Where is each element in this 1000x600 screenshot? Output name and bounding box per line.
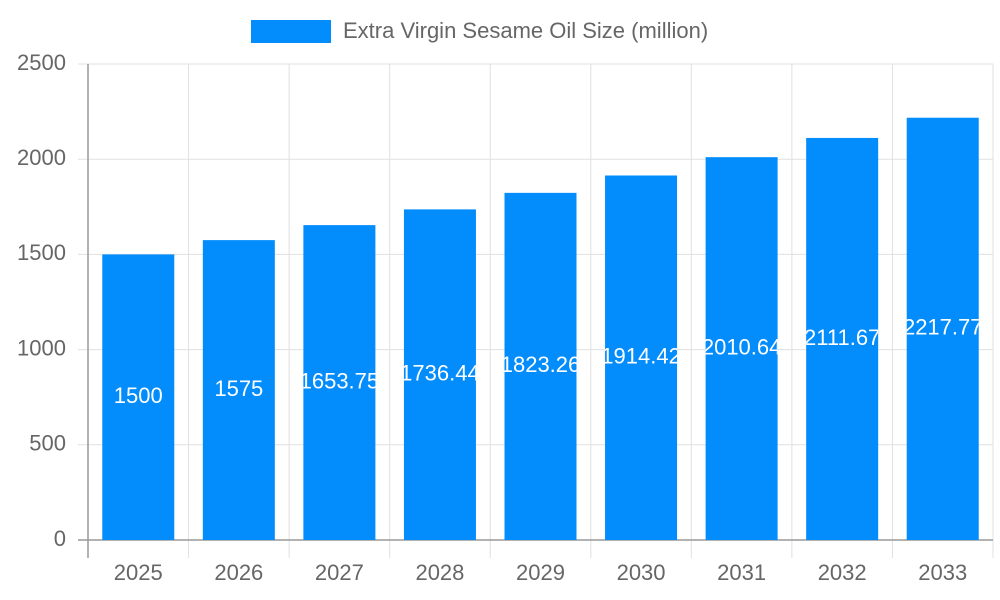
value-label: 1500 xyxy=(114,383,163,408)
value-label: 1736.44 xyxy=(400,361,480,386)
bar xyxy=(806,137,879,540)
x-tick-label: 2033 xyxy=(918,560,967,585)
bar xyxy=(403,209,476,540)
value-label: 2010.64 xyxy=(702,334,782,359)
bar xyxy=(303,225,376,540)
x-tick-label: 2026 xyxy=(214,560,263,585)
y-tick-label: 1000 xyxy=(17,335,66,360)
value-label: 2111.67 xyxy=(804,325,880,350)
bar xyxy=(705,157,778,541)
y-tick-label: 500 xyxy=(29,431,66,456)
x-tick-label: 2031 xyxy=(717,560,766,585)
value-label: 2217.77 xyxy=(903,315,983,340)
bar xyxy=(202,240,275,540)
legend-swatch xyxy=(251,20,331,43)
x-tick-label: 2029 xyxy=(516,560,565,585)
legend-label: Extra Virgin Sesame Oil Size (million) xyxy=(343,18,708,43)
x-tick-label: 2030 xyxy=(617,560,666,585)
bar xyxy=(906,117,979,540)
y-tick-label: 2500 xyxy=(17,50,66,75)
y-tick-label: 0 xyxy=(54,526,66,551)
x-tick-label: 2028 xyxy=(415,560,464,585)
bar xyxy=(102,254,175,540)
value-label: 1653.75 xyxy=(300,368,380,393)
value-label: 1823.26 xyxy=(501,352,581,377)
bar xyxy=(605,175,678,540)
value-label: 1914.42 xyxy=(601,344,681,369)
y-tick-label: 2000 xyxy=(17,145,66,170)
y-tick-label: 1500 xyxy=(17,240,66,265)
x-tick-label: 2027 xyxy=(315,560,364,585)
bar xyxy=(504,192,577,540)
value-label: 1575 xyxy=(214,376,263,401)
x-tick-label: 2032 xyxy=(818,560,867,585)
x-tick-label: 2025 xyxy=(114,560,163,585)
